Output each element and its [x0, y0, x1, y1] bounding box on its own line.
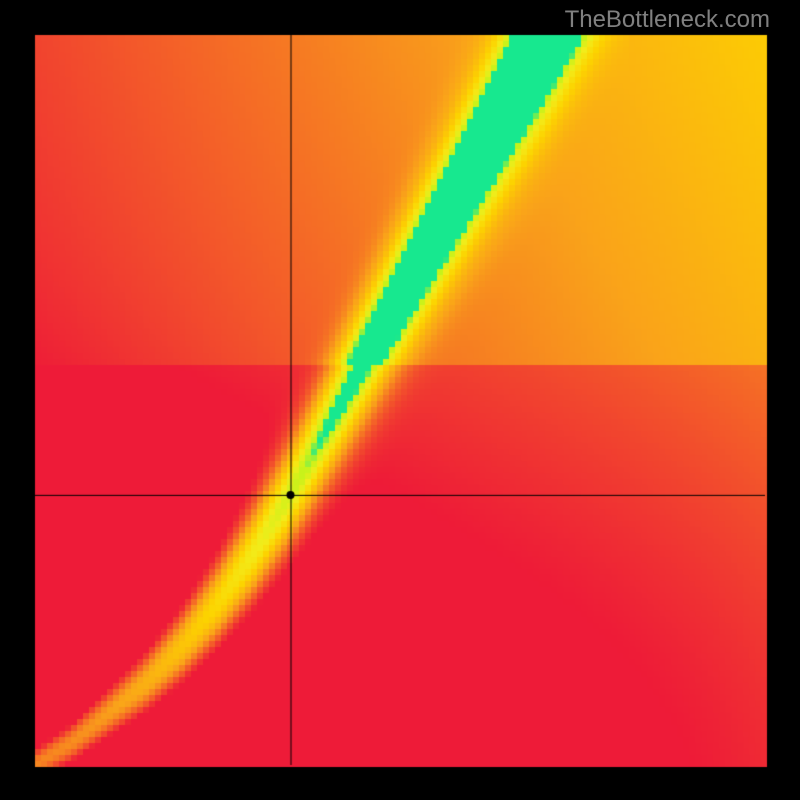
watermark-text: TheBottleneck.com [565, 6, 770, 34]
heatmap-canvas [0, 0, 800, 800]
chart-container: TheBottleneck.com [0, 0, 800, 800]
